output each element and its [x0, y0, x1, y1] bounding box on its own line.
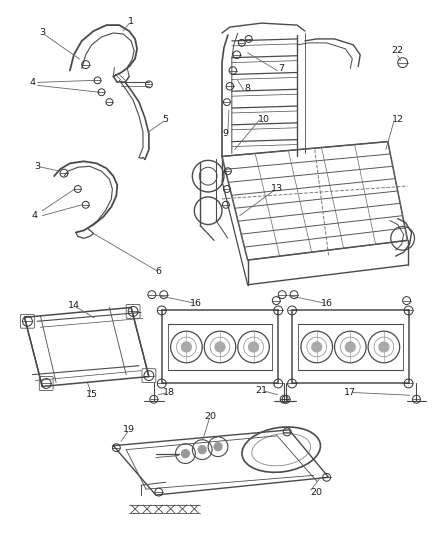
- Text: 19: 19: [123, 425, 135, 434]
- Text: 12: 12: [392, 115, 404, 124]
- Text: 4: 4: [32, 211, 37, 220]
- Text: 5: 5: [162, 115, 169, 124]
- Circle shape: [198, 446, 206, 454]
- Text: 6: 6: [156, 268, 162, 277]
- Text: 13: 13: [271, 184, 283, 193]
- Circle shape: [312, 342, 321, 352]
- Text: 16: 16: [190, 299, 202, 308]
- Text: 4: 4: [29, 78, 35, 87]
- Circle shape: [346, 342, 355, 352]
- Circle shape: [215, 342, 225, 352]
- Circle shape: [249, 342, 258, 352]
- Text: 17: 17: [344, 388, 357, 397]
- Text: 8: 8: [245, 84, 251, 93]
- Text: 7: 7: [278, 64, 284, 73]
- Text: 14: 14: [68, 301, 80, 310]
- Text: 20: 20: [311, 488, 323, 497]
- Circle shape: [379, 342, 389, 352]
- Text: 16: 16: [321, 299, 332, 308]
- Text: 21: 21: [255, 386, 268, 395]
- Text: 20: 20: [204, 411, 216, 421]
- Text: 22: 22: [392, 46, 404, 55]
- Text: 3: 3: [39, 28, 45, 37]
- Text: 9: 9: [222, 129, 228, 138]
- Circle shape: [181, 342, 191, 352]
- Circle shape: [181, 450, 189, 457]
- Text: 10: 10: [258, 115, 270, 124]
- Text: 15: 15: [86, 390, 98, 399]
- Text: 3: 3: [34, 162, 40, 171]
- Text: 1: 1: [128, 17, 134, 26]
- Circle shape: [214, 443, 222, 450]
- Text: 18: 18: [162, 388, 175, 397]
